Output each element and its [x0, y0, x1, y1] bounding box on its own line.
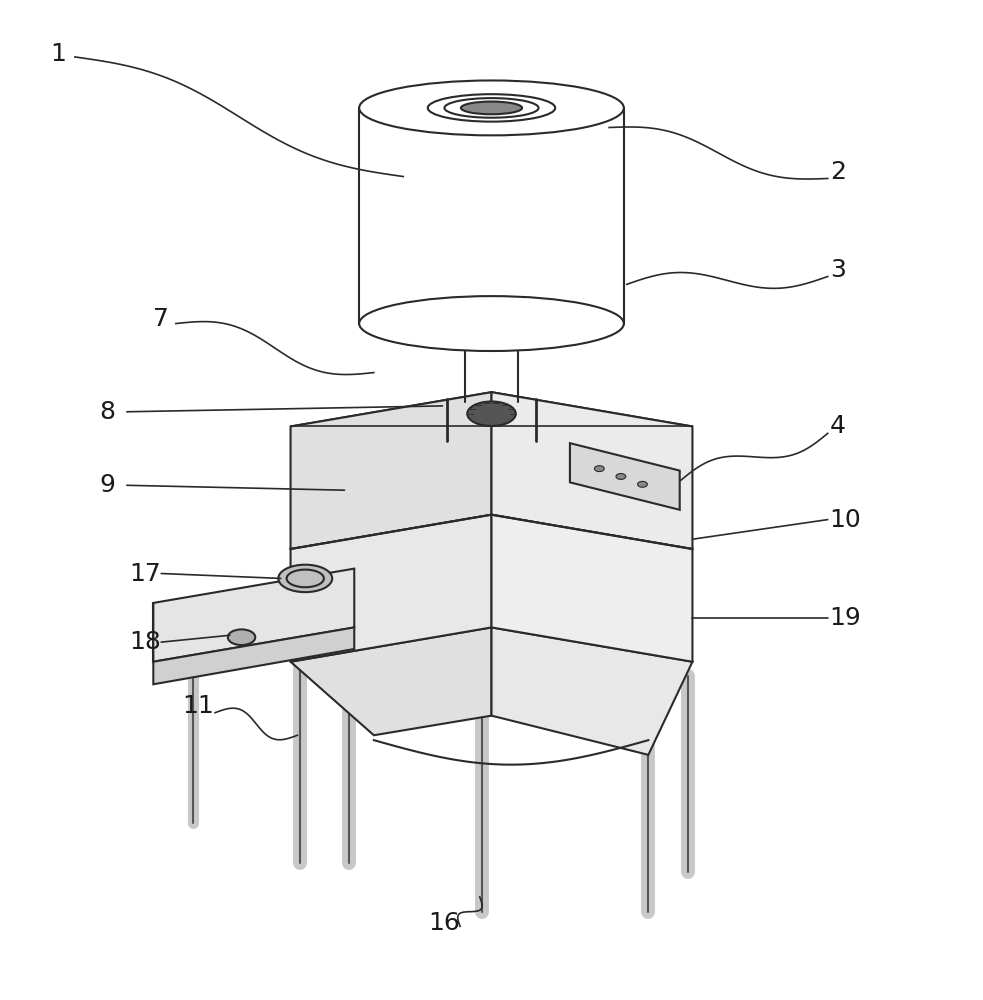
Text: 17: 17	[129, 562, 160, 586]
Text: 16: 16	[428, 911, 460, 935]
Ellipse shape	[359, 80, 624, 135]
Text: 3: 3	[830, 258, 845, 282]
Polygon shape	[291, 515, 492, 662]
Ellipse shape	[278, 565, 332, 592]
Polygon shape	[153, 627, 354, 684]
Polygon shape	[153, 569, 354, 662]
Polygon shape	[492, 392, 692, 549]
Text: 11: 11	[183, 694, 214, 718]
Text: 19: 19	[830, 606, 861, 630]
Text: 2: 2	[830, 160, 845, 184]
Polygon shape	[492, 627, 692, 755]
Text: 8: 8	[99, 400, 115, 424]
Ellipse shape	[467, 401, 516, 426]
Polygon shape	[492, 515, 692, 662]
Ellipse shape	[595, 466, 605, 472]
Polygon shape	[291, 627, 492, 735]
Text: 18: 18	[129, 630, 160, 654]
Polygon shape	[291, 392, 692, 461]
Text: 4: 4	[830, 414, 845, 438]
Ellipse shape	[359, 296, 624, 351]
Ellipse shape	[616, 474, 626, 479]
Ellipse shape	[638, 481, 648, 487]
Text: 7: 7	[153, 307, 169, 331]
Text: 9: 9	[99, 473, 115, 497]
Polygon shape	[291, 392, 492, 549]
Text: 1: 1	[50, 42, 66, 66]
Polygon shape	[570, 443, 679, 510]
Ellipse shape	[461, 102, 522, 114]
Ellipse shape	[228, 629, 256, 645]
Text: 10: 10	[830, 508, 861, 532]
